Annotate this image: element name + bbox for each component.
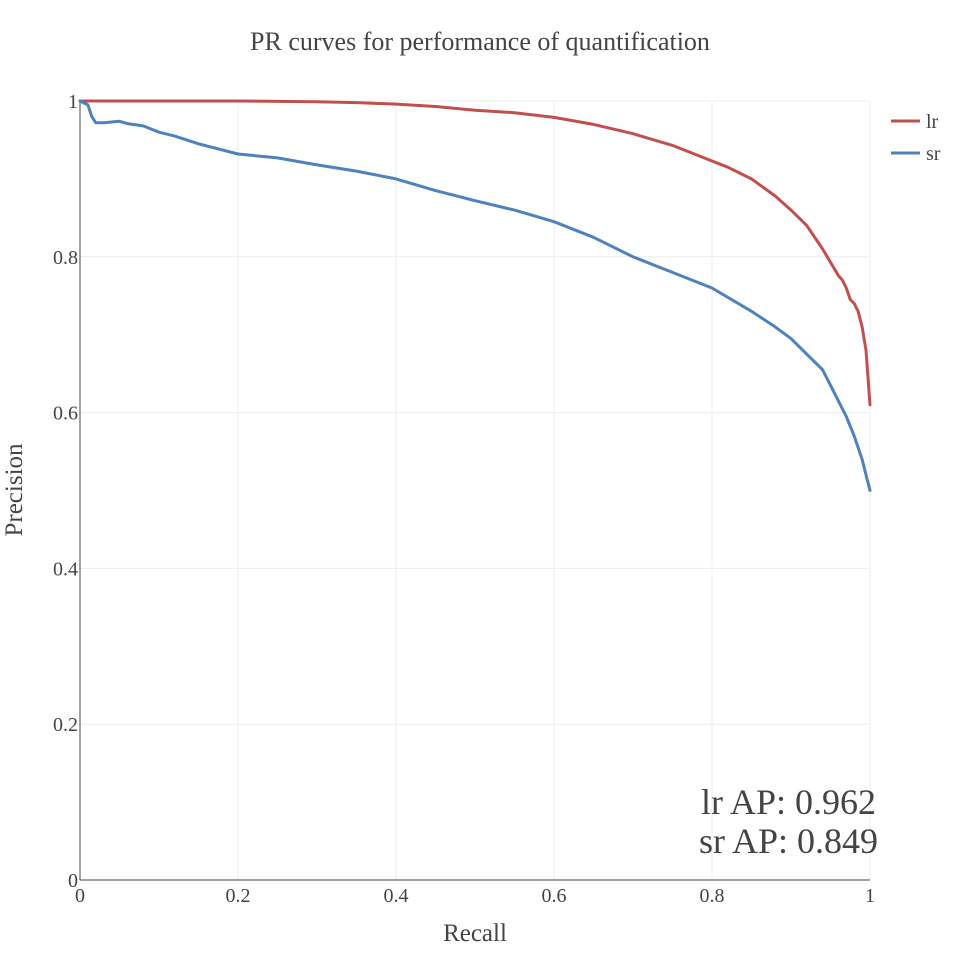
x-tick-label: 1: [865, 885, 875, 907]
chart-title: PR curves for performance of quantificat…: [250, 27, 710, 56]
grid: [80, 100, 871, 880]
series-lines: [78, 99, 872, 492]
legend-item-sr[interactable]: sr: [891, 143, 941, 165]
legend[interactable]: lr sr: [891, 111, 941, 165]
sr-ap-annotation: sr AP: 0.849: [699, 821, 878, 861]
x-axis-title: Recall: [443, 920, 507, 947]
legend-item-lr[interactable]: lr: [891, 111, 939, 133]
lr-ap-annotation: lr AP: 0.962: [701, 782, 876, 822]
series-line-lr: [78, 99, 872, 407]
y-axis-title: Precision: [1, 443, 28, 537]
y-tick-label: 1: [68, 91, 78, 113]
tick-labels: 0 0.2 0.4 0.6 0.8 1 0 0.2 0.4 0.6 0.8 1: [53, 91, 875, 907]
axes: [79, 101, 870, 881]
x-tick-label: 0.6: [542, 885, 567, 907]
legend-label-lr: lr: [926, 111, 939, 133]
y-tick-label: 0.8: [53, 247, 78, 269]
x-tick-label: 0.4: [384, 885, 409, 907]
y-tick-label: 0.6: [53, 403, 78, 425]
y-tick-label: 0.2: [53, 714, 78, 736]
legend-label-sr: sr: [926, 143, 941, 165]
y-tick-label: 0: [68, 870, 78, 892]
y-tick-label: 0.4: [53, 558, 78, 580]
x-tick-label: 0: [75, 885, 85, 907]
x-tick-label: 0.8: [700, 885, 725, 907]
series-line-sr: [78, 99, 872, 492]
x-tick-label: 0.2: [226, 885, 251, 907]
